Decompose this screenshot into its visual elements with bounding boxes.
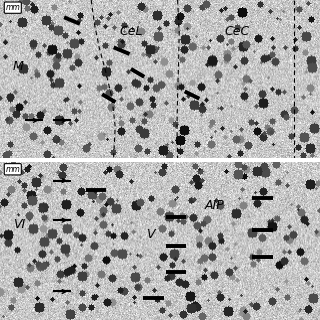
- Text: M: M: [12, 60, 23, 73]
- Text: CeL: CeL: [119, 25, 143, 38]
- Text: mm: mm: [5, 165, 20, 174]
- Text: CeC: CeC: [224, 25, 249, 38]
- Text: mm: mm: [5, 3, 20, 12]
- Text: V: V: [146, 228, 155, 241]
- Text: AIP: AIP: [204, 199, 224, 212]
- Text: VI: VI: [13, 219, 25, 231]
